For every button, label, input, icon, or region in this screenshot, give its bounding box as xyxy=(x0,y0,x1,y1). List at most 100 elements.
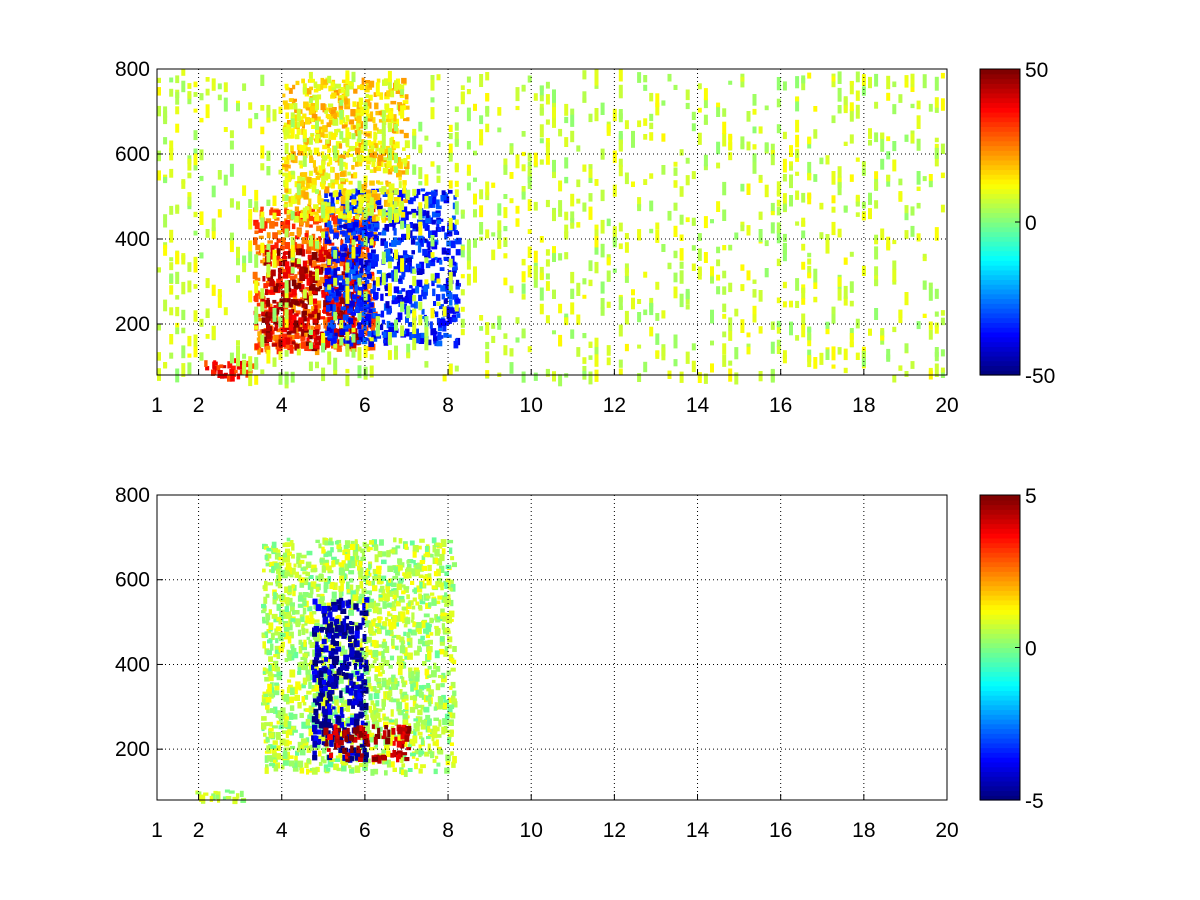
heatmap-cell xyxy=(193,162,198,171)
heatmap-cell xyxy=(370,288,376,294)
heatmap-cell xyxy=(297,228,302,237)
heatmap-cell xyxy=(450,681,456,689)
heatmap-cell xyxy=(157,324,161,331)
heatmap-cell xyxy=(406,632,411,638)
heatmap-cell xyxy=(420,704,425,710)
heatmap-cell xyxy=(843,96,848,106)
heatmap-cell xyxy=(600,219,605,234)
heatmap-cell xyxy=(570,329,575,339)
colorbar-step xyxy=(980,226,1020,233)
heatmap-cell xyxy=(351,231,356,236)
heatmap-cell xyxy=(381,208,386,217)
heatmap-cell xyxy=(284,221,289,229)
heatmap-cell xyxy=(336,128,341,133)
heatmap-cell xyxy=(391,295,397,303)
heatmap-cell xyxy=(359,234,364,242)
heatmap-cell xyxy=(330,323,336,329)
heatmap-cell xyxy=(318,762,323,766)
heatmap-cell xyxy=(770,321,775,330)
heatmap-cell xyxy=(448,217,453,231)
heatmap-cell xyxy=(387,283,392,296)
heatmap-cell xyxy=(397,708,402,715)
heatmap-cell xyxy=(292,686,298,695)
heatmap-cell xyxy=(383,330,390,338)
heatmap-cell xyxy=(378,324,384,331)
colorbar-step xyxy=(980,245,1020,252)
heatmap-cell xyxy=(473,150,477,156)
heatmap-cell xyxy=(308,257,312,266)
heatmap-cell xyxy=(169,262,174,271)
heatmap-cell xyxy=(428,700,432,707)
heatmap-cell xyxy=(758,126,763,134)
heatmap-cell xyxy=(503,158,508,170)
heatmap-cell xyxy=(521,191,526,200)
heatmap-cell xyxy=(356,156,362,162)
heatmap-cell xyxy=(262,605,267,612)
heatmap-cell xyxy=(455,282,460,290)
heatmap-cell xyxy=(372,313,377,318)
heatmap-cell xyxy=(312,318,318,324)
heatmap-cell xyxy=(318,286,323,290)
heatmap-cell xyxy=(359,307,364,312)
heatmap-cell xyxy=(564,103,569,116)
heatmap-cell xyxy=(315,120,319,130)
heatmap-cell xyxy=(375,110,379,116)
heatmap-cell xyxy=(367,259,372,263)
heatmap-cell xyxy=(443,195,447,201)
heatmap-cell xyxy=(360,139,365,146)
heatmap-cell xyxy=(258,228,263,233)
heatmap-cell xyxy=(449,547,453,554)
heatmap-cell xyxy=(355,147,360,155)
heatmap-cell xyxy=(412,310,417,318)
colorbar-step xyxy=(980,265,1020,271)
heatmap-cell xyxy=(414,763,418,770)
heatmap-cell xyxy=(813,106,818,112)
heatmap-cell xyxy=(339,116,344,125)
heatmap-cell xyxy=(274,242,279,249)
heatmap-cell xyxy=(892,374,897,383)
heatmap-cell xyxy=(339,131,344,140)
heatmap-cell xyxy=(431,731,438,739)
heatmap-cell xyxy=(527,175,532,183)
heatmap-cell xyxy=(886,151,891,160)
heatmap-cell xyxy=(479,129,484,141)
heatmap-cell xyxy=(346,338,351,345)
heatmap-cell xyxy=(420,332,426,341)
heatmap-cell xyxy=(347,285,354,290)
heatmap-cell xyxy=(324,624,329,631)
heatmap-cell xyxy=(434,627,440,636)
heatmap-cell xyxy=(187,172,192,179)
heatmap-cell xyxy=(333,295,339,301)
heatmap-cell xyxy=(362,541,367,547)
heatmap-cell xyxy=(359,560,363,568)
heatmap-cell xyxy=(410,683,414,692)
heatmap-cell xyxy=(922,253,927,259)
heatmap-cell xyxy=(452,294,459,300)
heatmap-cell xyxy=(294,300,299,305)
heatmap-cell xyxy=(424,316,429,330)
heatmap-cell xyxy=(260,206,264,211)
heatmap-cell xyxy=(293,320,300,328)
heatmap-cell xyxy=(239,790,244,797)
heatmap-cell xyxy=(318,253,324,262)
heatmap-cell xyxy=(312,298,318,304)
heatmap-cell xyxy=(928,174,933,182)
heatmap-cell xyxy=(691,360,696,373)
heatmap-cell xyxy=(365,337,369,341)
heatmap-cell xyxy=(309,155,313,160)
heatmap-cell xyxy=(409,695,414,701)
heatmap-cell xyxy=(430,161,435,167)
heatmap-cell xyxy=(382,227,386,232)
heatmap-cell xyxy=(306,177,312,184)
heatmap-cell xyxy=(169,140,174,151)
heatmap-cell xyxy=(341,252,347,258)
heatmap-cell xyxy=(397,558,403,566)
heatmap-cell xyxy=(393,266,398,272)
heatmap-cell xyxy=(395,141,400,149)
heatmap-cell xyxy=(410,560,416,564)
heatmap-cell xyxy=(691,217,696,226)
heatmap-cell xyxy=(364,650,369,658)
heatmap-cell xyxy=(473,103,477,111)
heatmap-cell xyxy=(825,349,830,360)
heatmap-cell xyxy=(861,74,866,86)
